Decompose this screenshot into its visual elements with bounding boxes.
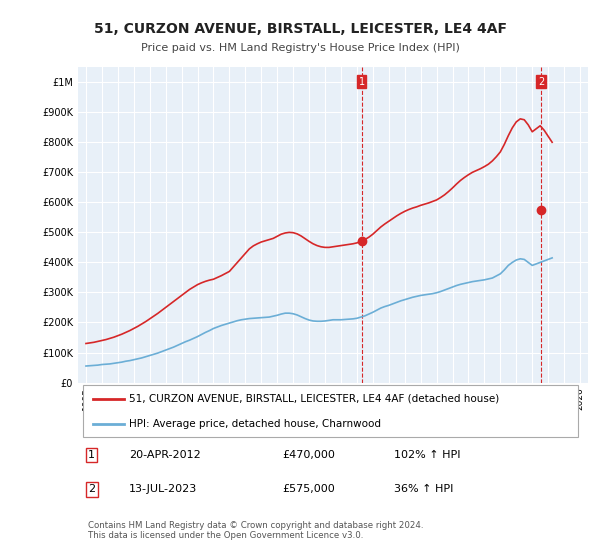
FancyBboxPatch shape bbox=[83, 385, 578, 437]
Text: 20-APR-2012: 20-APR-2012 bbox=[129, 450, 201, 460]
Text: 1: 1 bbox=[359, 77, 365, 87]
Text: 36% ↑ HPI: 36% ↑ HPI bbox=[394, 484, 454, 494]
Text: 13-JUL-2023: 13-JUL-2023 bbox=[129, 484, 197, 494]
Text: 51, CURZON AVENUE, BIRSTALL, LEICESTER, LE4 4AF: 51, CURZON AVENUE, BIRSTALL, LEICESTER, … bbox=[94, 22, 506, 36]
Text: Contains HM Land Registry data © Crown copyright and database right 2024.
This d: Contains HM Land Registry data © Crown c… bbox=[88, 521, 424, 540]
Text: HPI: Average price, detached house, Charnwood: HPI: Average price, detached house, Char… bbox=[129, 419, 381, 429]
Text: 2: 2 bbox=[88, 484, 95, 494]
Text: Price paid vs. HM Land Registry's House Price Index (HPI): Price paid vs. HM Land Registry's House … bbox=[140, 43, 460, 53]
Text: 1: 1 bbox=[88, 450, 95, 460]
Text: £470,000: £470,000 bbox=[282, 450, 335, 460]
Text: 51, CURZON AVENUE, BIRSTALL, LEICESTER, LE4 4AF (detached house): 51, CURZON AVENUE, BIRSTALL, LEICESTER, … bbox=[129, 394, 499, 404]
Text: 2: 2 bbox=[538, 77, 544, 87]
Text: 102% ↑ HPI: 102% ↑ HPI bbox=[394, 450, 461, 460]
Text: £575,000: £575,000 bbox=[282, 484, 335, 494]
